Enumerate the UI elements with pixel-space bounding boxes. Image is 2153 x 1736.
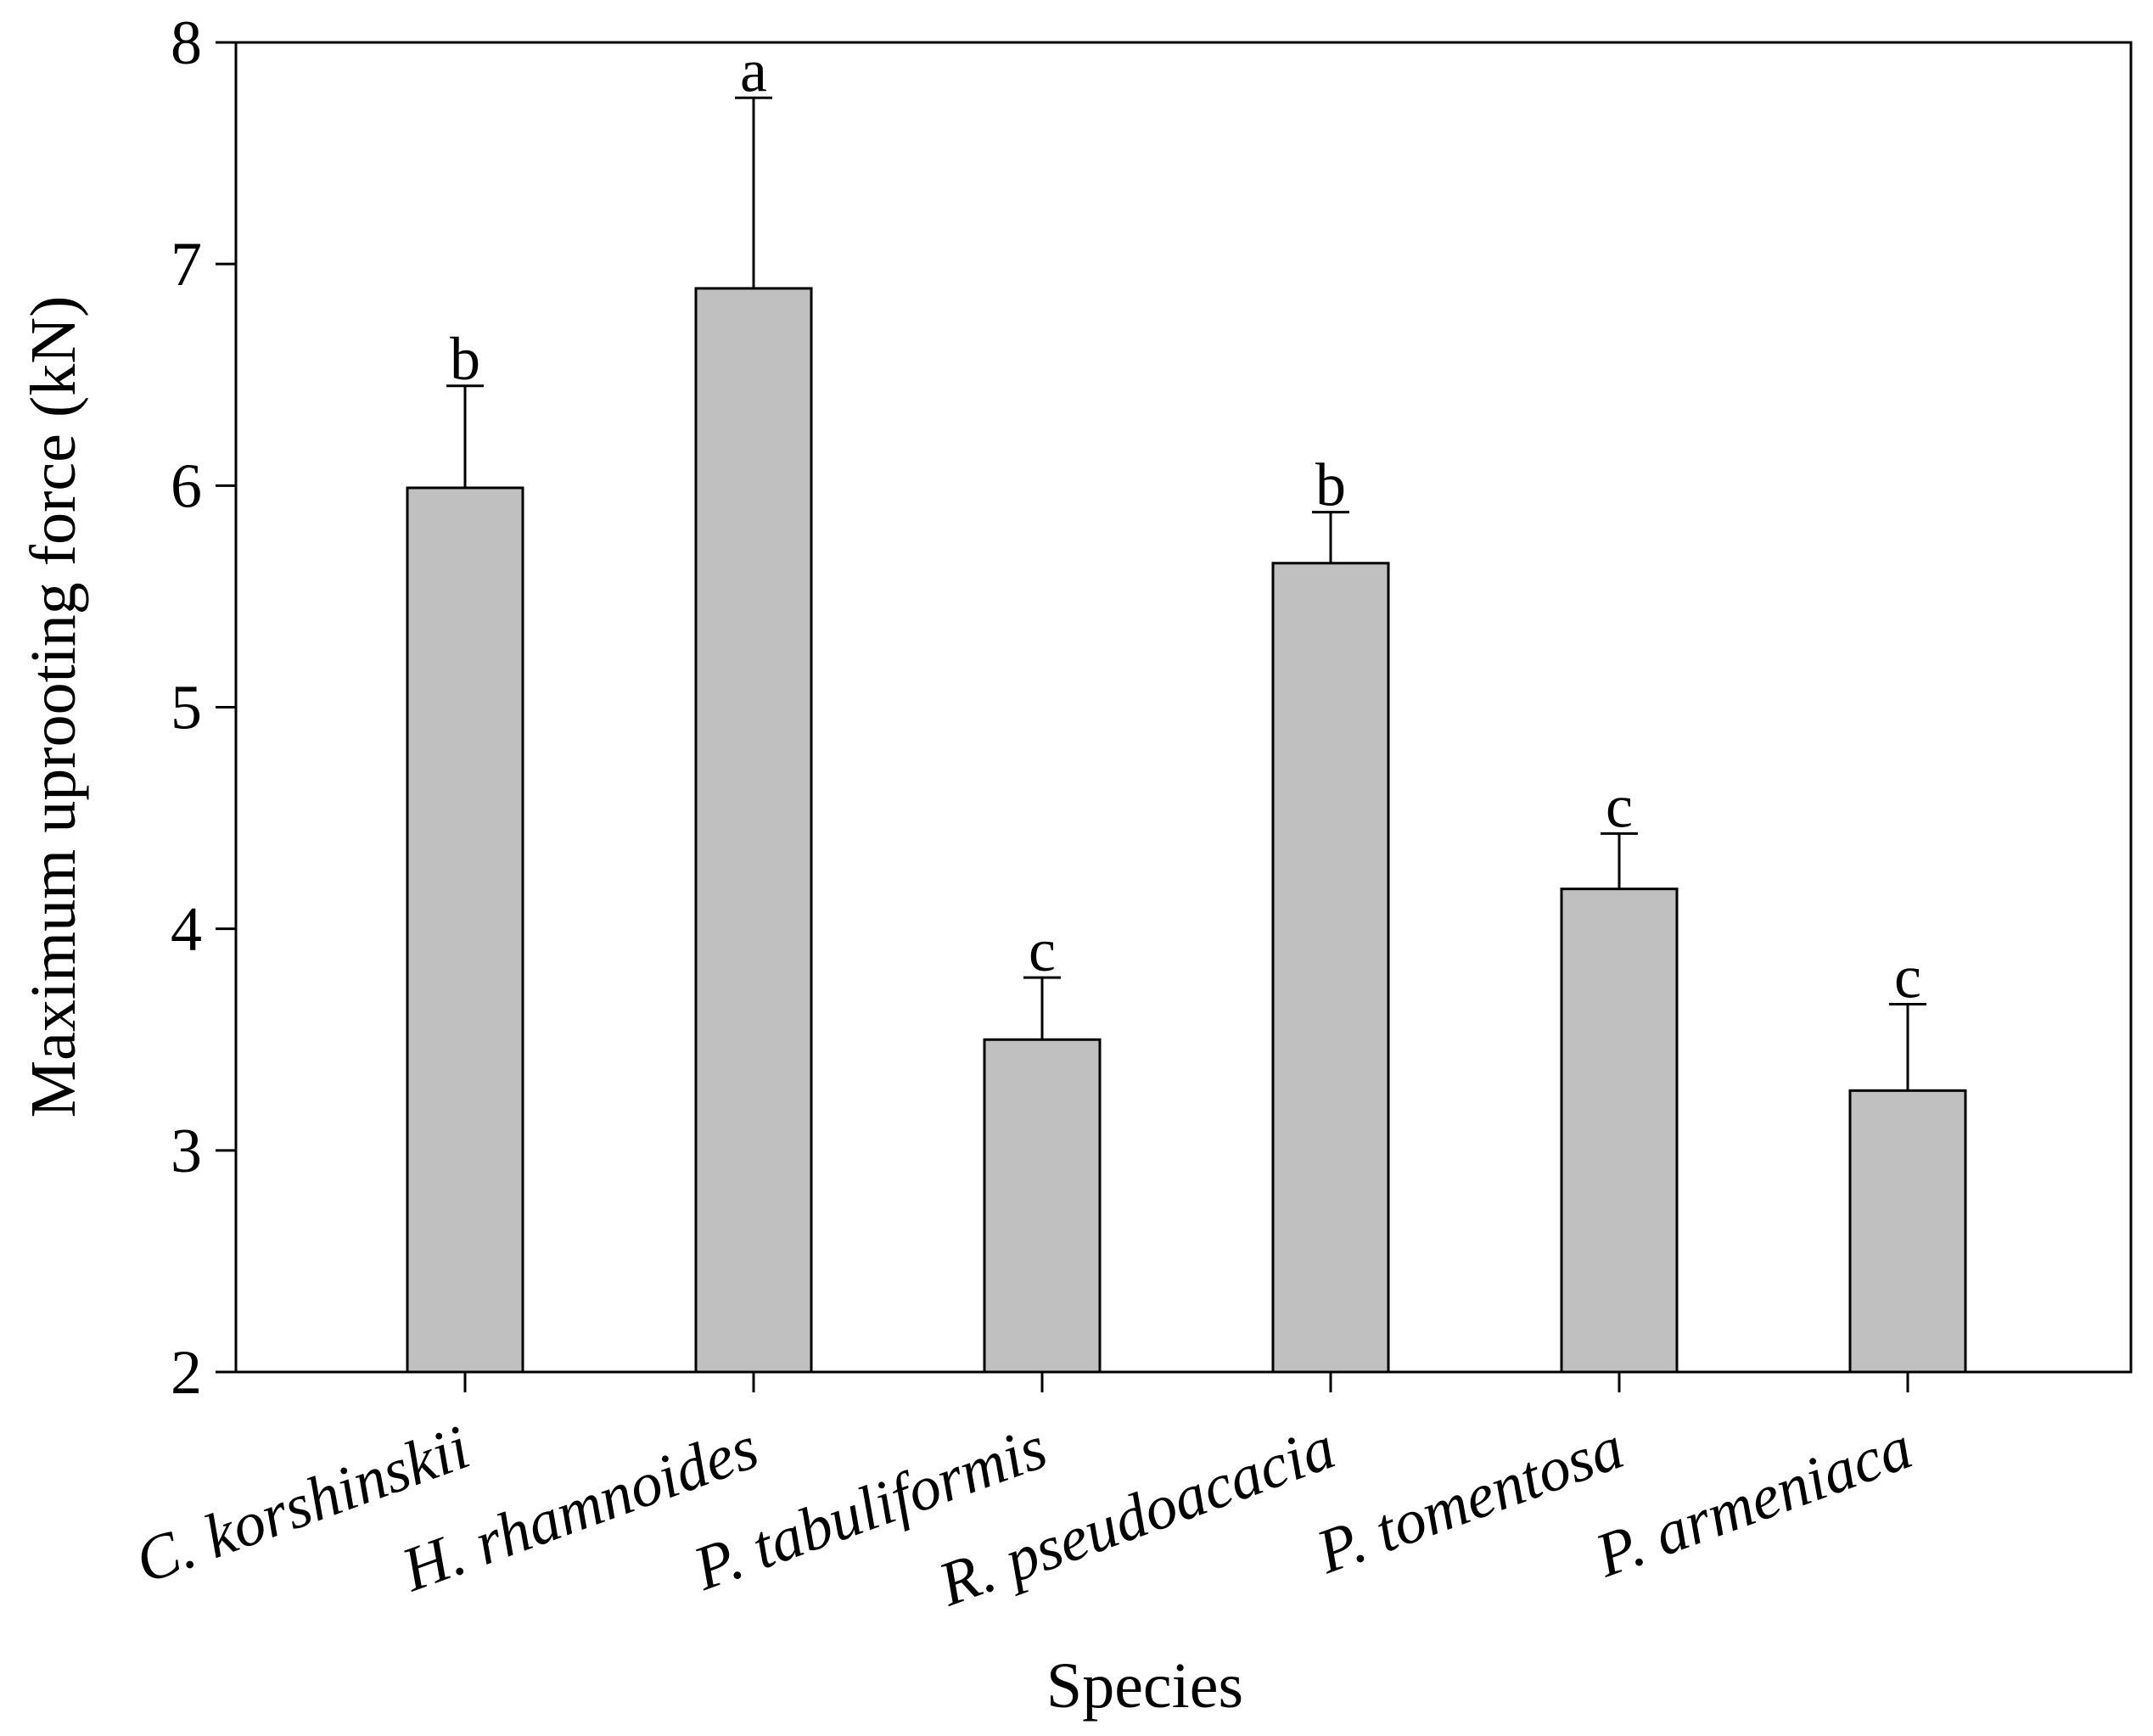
x-category-label: P. tomentosa — [1307, 1413, 1632, 1588]
bar — [694, 287, 813, 1374]
bar — [983, 1038, 1102, 1374]
significance-letter: b — [1315, 451, 1346, 519]
significance-letter: c — [1029, 916, 1056, 984]
error-bars-group — [446, 96, 1926, 1091]
bar — [1848, 1089, 1967, 1374]
y-tick-label: 3 — [171, 1117, 202, 1186]
bars-group — [406, 287, 1967, 1374]
significance-letters-group: b a c b c c — [450, 36, 1921, 1011]
y-tick-label: 5 — [171, 674, 202, 743]
x-category-label: P. armeniaca — [1586, 1413, 1921, 1591]
y-axis: 2 3 4 5 6 7 8 — [171, 8, 236, 1408]
y-axis-title: Maximum uprooting force (kN) — [18, 296, 89, 1118]
y-tick-label: 2 — [171, 1338, 202, 1408]
y-tick-label: 6 — [171, 451, 202, 521]
significance-letter: c — [1606, 772, 1633, 840]
significance-letter: a — [740, 36, 767, 104]
y-tick-label: 8 — [171, 8, 202, 78]
bar — [1271, 562, 1390, 1374]
y-tick-label: 7 — [171, 230, 202, 300]
significance-letter: c — [1894, 943, 1921, 1011]
significance-letter: b — [450, 325, 480, 393]
bar — [406, 486, 524, 1374]
y-tick-label: 4 — [171, 895, 202, 965]
bar — [1560, 888, 1679, 1374]
x-axis-title: Species — [1046, 1650, 1243, 1722]
